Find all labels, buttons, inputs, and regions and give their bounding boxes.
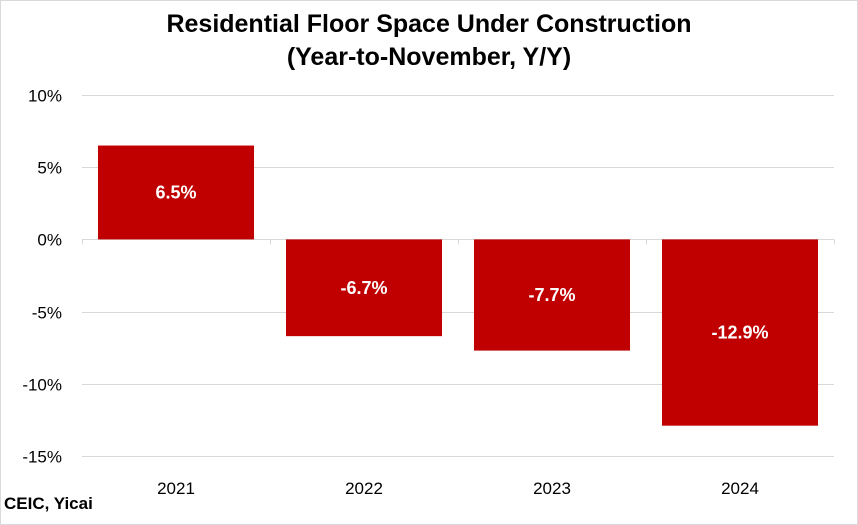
y-tick-label: 10% bbox=[28, 87, 62, 106]
bar-2021 bbox=[97, 145, 255, 240]
x-tick-label: 2022 bbox=[345, 479, 383, 498]
data-label: 6.5% bbox=[155, 182, 196, 202]
y-tick-label: -15% bbox=[22, 448, 62, 467]
bar-2024 bbox=[661, 239, 819, 426]
x-tick-label: 2024 bbox=[721, 479, 759, 498]
y-tick-label: 0% bbox=[37, 231, 62, 250]
chart-title-line-2: (Year-to-November, Y/Y) bbox=[286, 43, 572, 71]
y-tick-label: -10% bbox=[22, 376, 62, 395]
y-tick-label: -5% bbox=[32, 304, 62, 323]
y-tick-label: 5% bbox=[37, 159, 62, 178]
bar-2022 bbox=[285, 239, 443, 337]
x-tick-label: 2023 bbox=[533, 479, 571, 498]
x-tick-label: 2021 bbox=[157, 479, 195, 498]
chart-title-line-1: Residential Floor Space Under Constructi… bbox=[166, 10, 692, 38]
source-note: CEIC, Yicai bbox=[4, 494, 93, 513]
chart-title: Residential Floor Space Under Constructi… bbox=[0, 8, 858, 74]
data-label: -6.7% bbox=[340, 278, 387, 298]
data-label: -7.7% bbox=[528, 285, 575, 305]
bar-2023 bbox=[473, 239, 631, 351]
data-label: -12.9% bbox=[711, 323, 768, 343]
